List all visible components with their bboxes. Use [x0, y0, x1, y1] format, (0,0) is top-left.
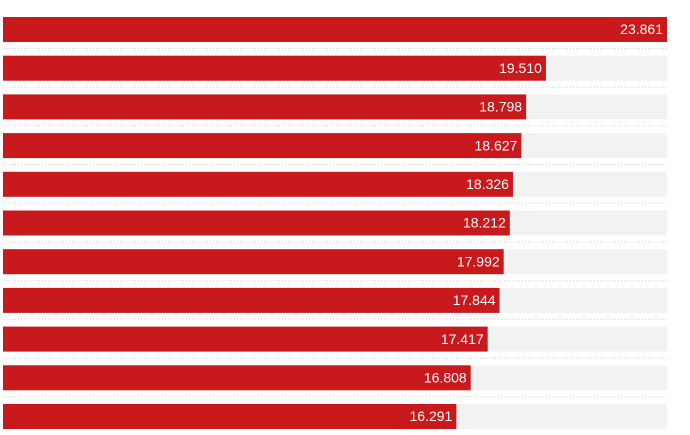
bar — [3, 94, 527, 120]
bar — [3, 365, 471, 391]
value-label: 16.291 — [410, 408, 453, 424]
value-label: 18.627 — [475, 137, 518, 153]
bar — [3, 287, 500, 313]
bar — [3, 326, 488, 352]
value-label: 17.417 — [441, 331, 484, 347]
value-label: 17.844 — [453, 292, 496, 308]
value-label: 18.212 — [463, 215, 506, 231]
bar — [3, 171, 513, 197]
bar — [3, 210, 510, 236]
value-label: 16.808 — [424, 370, 467, 386]
bar — [3, 249, 504, 275]
bar — [3, 55, 546, 81]
bar — [3, 17, 667, 42]
bar — [3, 404, 457, 429]
value-label: 17.992 — [457, 253, 500, 269]
value-label: 19.510 — [499, 60, 542, 76]
value-label: 23.861 — [620, 21, 663, 37]
bar — [3, 133, 522, 159]
value-label: 18.326 — [466, 176, 509, 192]
value-label: 18.798 — [479, 99, 522, 115]
